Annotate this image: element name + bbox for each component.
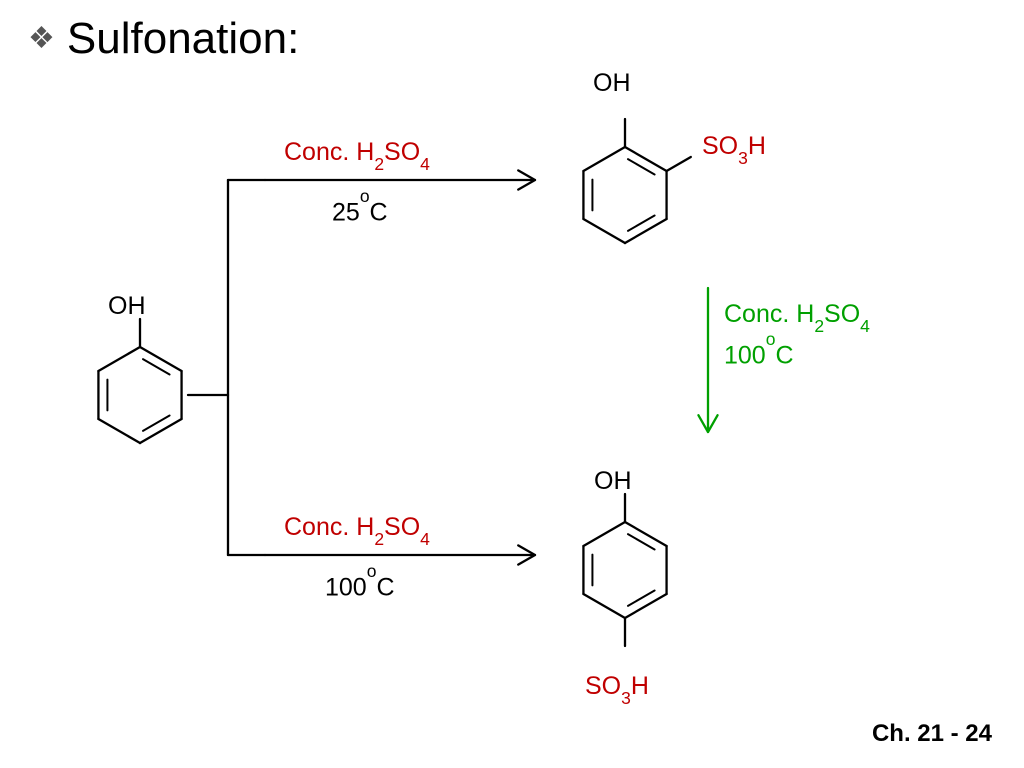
slide-footer: Ch. 21 - 24	[872, 720, 992, 748]
ortho-oh-label: OH	[593, 69, 631, 98]
title-row: ❖ Sulfonation:	[28, 14, 299, 64]
temp-high-lower-label: 100oC	[325, 570, 395, 602]
bullet-icon: ❖	[28, 24, 55, 54]
reagent-upper-label: Conc. H2SO4	[284, 138, 430, 171]
ortho-so3h-label: SO3H	[702, 132, 766, 165]
reaction-diagram	[0, 0, 1024, 768]
temp-low-label: 25oC	[332, 195, 388, 227]
reagent-lower-label: Conc. H2SO4	[284, 513, 430, 546]
reagent-isom-label: Conc. H2SO4	[724, 300, 870, 333]
para-oh-label: OH	[594, 467, 632, 496]
phenol-oh-label: OH	[108, 292, 146, 321]
para-so3h-label: SO3H	[585, 672, 649, 705]
slide-stage: ❖ Sulfonation: OH OH SO3H OH SO3H Conc. …	[0, 0, 1024, 768]
temp-isom-label: 100oC	[724, 338, 794, 370]
slide-title: Sulfonation:	[67, 14, 299, 64]
